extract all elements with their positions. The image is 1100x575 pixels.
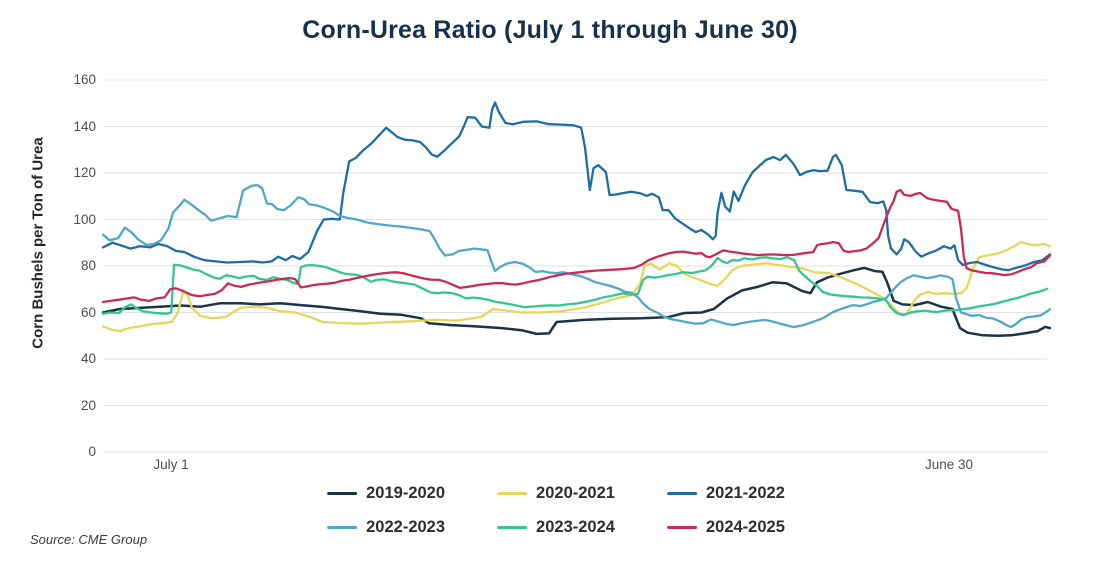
- series-line-2023-2024: [101, 256, 1049, 317]
- legend-item-label: 2019-2020: [366, 484, 446, 502]
- x-tick-july-1: July 1: [153, 457, 189, 472]
- legend-swatch-2019-2020: [327, 491, 358, 496]
- legend-item-2023-2024[interactable]: 2023-2024: [497, 518, 615, 537]
- legend-swatch-2020-2021: [497, 491, 528, 496]
- y-tick-label-120: 120: [73, 165, 96, 180]
- legend-item-label: 2023-2024: [536, 518, 615, 536]
- legend-swatch-2022-2023: [327, 525, 358, 530]
- source-note: Source: CME Group: [30, 532, 148, 547]
- legend-swatch-2023-2024: [497, 525, 528, 530]
- legend-item-2021-2022[interactable]: 2021-2022: [666, 484, 785, 503]
- legend-row-1: 2019-2020 2020-2021 2021-2022: [327, 484, 785, 503]
- x-tick-june-30: June 30: [924, 457, 974, 472]
- series-line-2020-2021: [101, 240, 1052, 333]
- legend-item-2019-2020[interactable]: 2019-2020: [327, 484, 445, 503]
- legend-swatch-2024-2025: [666, 525, 697, 530]
- series-line-2024-2025: [101, 188, 1052, 304]
- y-tick-label-60: 60: [80, 304, 96, 320]
- legend-item-label: 2024-2025: [705, 518, 785, 536]
- y-tick-label-100: 100: [73, 211, 96, 227]
- chart-title: Corn-Urea Ratio (July 1 through June 30): [302, 16, 798, 44]
- legend-swatch-2021-2022: [666, 491, 697, 496]
- legend-item-2022-2023[interactable]: 2022-2023: [327, 518, 445, 537]
- y-tick-label-0: 0: [88, 444, 96, 459]
- legend-item-label: 2021-2022: [705, 484, 785, 502]
- series-line-2022-2023: [101, 183, 1052, 329]
- y-tick-label-80: 80: [80, 258, 96, 273]
- legend-item-2024-2025[interactable]: 2024-2025: [666, 518, 785, 537]
- series-line-2019-2020: [101, 266, 1052, 338]
- legend-item-label: 2020-2021: [536, 484, 615, 502]
- legend-row-2: 2022-2023 2023-2024 2024-2025: [327, 518, 785, 537]
- legend-item-2020-2021[interactable]: 2020-2021: [497, 484, 615, 503]
- y-tick-label-20: 20: [80, 397, 96, 413]
- legend: 2019-2020 2020-2021 2021-2022 2022-2023 2023…: [327, 484, 785, 537]
- y-tick-label-160: 160: [73, 72, 96, 87]
- y-tick-label-40: 40: [80, 351, 96, 366]
- y-tick-label-140: 140: [73, 118, 96, 134]
- legend-item-label: 2022-2023: [366, 518, 446, 536]
- series-line-2021-2022: [101, 101, 1052, 272]
